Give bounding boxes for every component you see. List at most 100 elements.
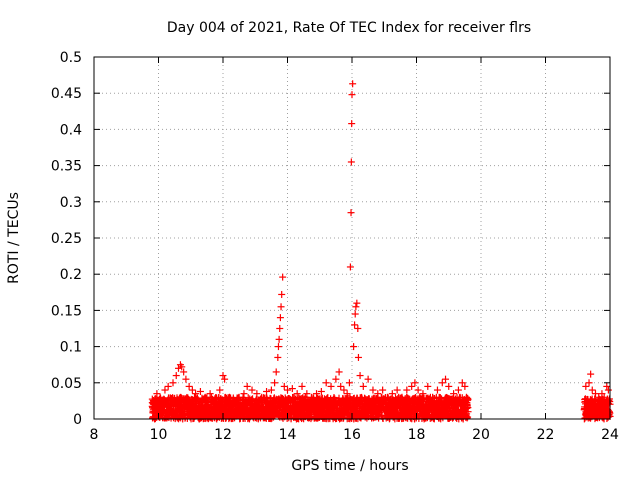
roti-point — [271, 379, 279, 387]
roti-point — [322, 379, 330, 387]
roti-point — [172, 372, 180, 380]
roti-point — [276, 314, 284, 322]
roti-point — [350, 343, 358, 351]
roti-point — [348, 120, 356, 128]
y-tick-label: 0 — [73, 412, 82, 428]
y-tick-label: 0.4 — [60, 122, 82, 138]
x-tick-label: 24 — [601, 427, 619, 443]
roti-point — [369, 386, 377, 394]
roti-point — [185, 382, 193, 390]
roti-point — [161, 386, 169, 394]
roti-point — [284, 386, 291, 394]
roti-point — [337, 382, 345, 390]
roti-point — [188, 386, 196, 394]
roti-point — [354, 353, 362, 361]
roti-point — [346, 263, 354, 271]
roti-point — [352, 303, 360, 311]
y-tick-label: 0.05 — [51, 376, 82, 392]
roti-point — [288, 385, 296, 393]
roti-point — [347, 209, 355, 217]
roti-point — [182, 375, 190, 383]
roti-point — [356, 372, 364, 380]
grid-lines — [94, 57, 610, 419]
roti-point — [433, 386, 441, 394]
roti-point — [279, 273, 287, 281]
roti-point — [359, 382, 367, 390]
roti-point — [298, 382, 306, 390]
roti-point — [587, 370, 595, 378]
x-tick-label: 22 — [537, 427, 555, 443]
x-tick-label: 10 — [150, 427, 168, 443]
x-tick-label: 16 — [343, 427, 361, 443]
roti-point — [351, 310, 359, 318]
y-tick-label: 0.3 — [60, 195, 82, 211]
x-axis-title: GPS time / hours — [291, 458, 408, 474]
roti-point — [403, 386, 411, 394]
roti-point — [353, 299, 361, 307]
roti-point — [275, 335, 283, 343]
roti-point — [332, 375, 340, 383]
chart-title: Day 004 of 2021, Rate Of TEC Index for r… — [167, 20, 531, 36]
x-tick-label: 8 — [90, 427, 99, 443]
roti-point — [340, 386, 348, 394]
roti-point — [280, 382, 288, 390]
x-tick-label: 14 — [279, 427, 297, 443]
data-points — [148, 80, 614, 423]
x-tick-label: 18 — [408, 427, 426, 443]
roti-point — [442, 375, 450, 383]
y-tick-label: 0.5 — [60, 50, 82, 66]
roti-point — [221, 375, 229, 383]
roti-point — [591, 390, 599, 398]
roti-point — [604, 386, 612, 394]
roti-point — [445, 382, 453, 390]
roti-point — [243, 382, 251, 390]
roti-point — [585, 379, 593, 387]
roti-point — [438, 379, 446, 387]
roti-point — [277, 303, 285, 311]
y-tick-label: 0.25 — [51, 231, 82, 247]
roti-point — [327, 382, 335, 390]
roti-point — [582, 382, 590, 390]
roti-point — [408, 382, 416, 390]
x-tick-label: 20 — [472, 427, 490, 443]
roti-point — [351, 321, 359, 329]
roti-point — [348, 91, 356, 99]
roti-point — [205, 404, 213, 412]
roti-point — [414, 386, 422, 394]
y-tick-labels: 0 0.05 0.1 0.15 0.2 0.25 0.3 0.35 0.4 0.45 0.5 — [51, 50, 82, 428]
roti-point — [424, 382, 432, 390]
roti-point — [164, 382, 172, 390]
roti-point — [379, 386, 387, 394]
roti-point — [248, 386, 256, 394]
y-tick-label: 0.15 — [51, 303, 82, 319]
roti-point — [374, 390, 382, 398]
roti-point — [263, 387, 271, 395]
roti-point — [267, 386, 275, 394]
roti-point — [330, 393, 338, 401]
roti-point — [276, 325, 284, 332]
roti-point — [347, 158, 355, 166]
roti-point — [216, 386, 224, 394]
roti-point — [278, 290, 286, 298]
roti-point — [335, 368, 343, 376]
roti-point — [354, 325, 362, 332]
roti-point — [588, 386, 596, 394]
roti-point — [411, 379, 419, 387]
roti-point — [393, 386, 401, 394]
x-tick-label: 12 — [214, 427, 232, 443]
y-tick-label: 0.1 — [60, 340, 82, 356]
y-axis-title: ROTI / TECUs — [6, 192, 22, 284]
roti-point — [219, 372, 227, 380]
roti-point — [364, 375, 372, 383]
roti-point — [454, 386, 462, 394]
roti-point — [274, 353, 282, 361]
roti-point — [274, 343, 282, 351]
roti-point — [169, 379, 177, 387]
roti-point — [349, 80, 357, 88]
roti-point — [240, 390, 248, 398]
y-tick-label: 0.45 — [51, 86, 82, 102]
roti-point — [253, 390, 261, 398]
y-tick-label: 0.2 — [60, 267, 82, 283]
roti-point — [272, 368, 280, 376]
